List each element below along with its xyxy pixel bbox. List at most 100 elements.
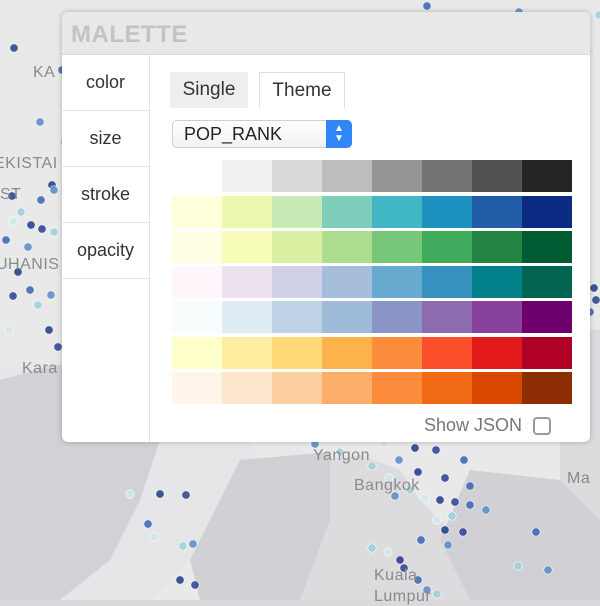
palette-swatch bbox=[372, 337, 422, 369]
palette-swatch bbox=[322, 266, 372, 298]
map-point[interactable] bbox=[465, 500, 475, 510]
map-point[interactable] bbox=[23, 242, 33, 252]
nav-item-stroke[interactable]: stroke bbox=[62, 167, 149, 223]
map-point[interactable] bbox=[335, 447, 345, 457]
palette-swatch bbox=[222, 231, 272, 263]
map-point[interactable] bbox=[190, 580, 200, 590]
map-point[interactable] bbox=[431, 445, 441, 455]
map-point[interactable] bbox=[594, 10, 600, 20]
map-point[interactable] bbox=[49, 185, 59, 195]
palette-row[interactable] bbox=[172, 196, 572, 228]
map-point[interactable] bbox=[4, 325, 14, 335]
palette-swatch bbox=[522, 301, 572, 333]
map-point[interactable] bbox=[440, 473, 450, 483]
tab-single[interactable]: Single bbox=[170, 72, 248, 108]
tab-theme[interactable]: Theme bbox=[259, 72, 345, 108]
map-point[interactable] bbox=[7, 191, 17, 201]
palette-row[interactable] bbox=[172, 337, 572, 369]
nav-item-opacity[interactable]: opacity bbox=[62, 223, 149, 279]
map-point[interactable] bbox=[3, 261, 13, 271]
map-point[interactable] bbox=[432, 589, 442, 599]
show-json-toggle[interactable]: Show JSON bbox=[424, 415, 552, 436]
map-point[interactable] bbox=[149, 532, 159, 542]
nav-item-color[interactable]: color bbox=[62, 55, 149, 111]
map-point[interactable] bbox=[383, 547, 393, 557]
map-point[interactable] bbox=[188, 539, 198, 549]
map-point[interactable] bbox=[44, 325, 54, 335]
map-point[interactable] bbox=[53, 342, 63, 352]
map-point[interactable] bbox=[178, 541, 188, 551]
map-point[interactable] bbox=[543, 565, 553, 575]
palette-swatch bbox=[422, 231, 472, 263]
map-label-ekistai: EKISTAI bbox=[0, 155, 58, 172]
map-point[interactable] bbox=[1, 235, 11, 245]
show-json-checkbox[interactable] bbox=[533, 416, 552, 435]
map-point[interactable] bbox=[422, 1, 432, 11]
map-point[interactable] bbox=[175, 575, 185, 585]
map-point[interactable] bbox=[367, 461, 377, 471]
map-point[interactable] bbox=[9, 43, 19, 53]
palette-swatch bbox=[272, 196, 322, 228]
map-point[interactable] bbox=[36, 195, 46, 205]
map-point[interactable] bbox=[416, 535, 426, 545]
map-point[interactable] bbox=[405, 485, 415, 495]
palette-row[interactable] bbox=[172, 266, 572, 298]
map-point[interactable] bbox=[384, 473, 394, 483]
palette-row[interactable] bbox=[172, 231, 572, 263]
palette-swatch bbox=[272, 372, 322, 404]
map-point[interactable] bbox=[435, 495, 445, 505]
map-point[interactable] bbox=[413, 467, 423, 477]
map-point[interactable] bbox=[440, 525, 450, 535]
map-point[interactable] bbox=[16, 207, 26, 217]
select-arrows-icon[interactable]: ▲ ▼ bbox=[326, 120, 352, 148]
palette-swatch bbox=[322, 231, 372, 263]
map-point[interactable] bbox=[459, 455, 469, 465]
map-point[interactable] bbox=[143, 519, 153, 529]
map-point[interactable] bbox=[591, 295, 600, 305]
map-label-uhanis: UHANIS bbox=[0, 256, 60, 273]
map-point[interactable] bbox=[390, 491, 400, 501]
map-point[interactable] bbox=[155, 489, 165, 499]
palette-swatch bbox=[222, 301, 272, 333]
map-point[interactable] bbox=[8, 291, 18, 301]
map-point[interactable] bbox=[450, 497, 460, 507]
map-point[interactable] bbox=[513, 561, 523, 571]
map-point[interactable] bbox=[420, 493, 430, 503]
palette-row[interactable] bbox=[172, 372, 572, 404]
map-point[interactable] bbox=[481, 505, 491, 515]
map-point[interactable] bbox=[13, 267, 23, 277]
palette-row[interactable] bbox=[172, 160, 572, 192]
map-point[interactable] bbox=[465, 481, 475, 491]
map-point[interactable] bbox=[589, 283, 599, 293]
map-point[interactable] bbox=[49, 227, 59, 237]
map-point[interactable] bbox=[410, 443, 420, 453]
map-point[interactable] bbox=[22, 155, 32, 165]
map-point[interactable] bbox=[26, 220, 36, 230]
palette-swatch bbox=[322, 196, 372, 228]
nav-item-size[interactable]: size bbox=[62, 111, 149, 167]
map-point[interactable] bbox=[422, 585, 432, 595]
map-point[interactable] bbox=[181, 490, 191, 500]
map-point[interactable] bbox=[37, 224, 47, 234]
map-point[interactable] bbox=[367, 543, 377, 553]
map-point[interactable] bbox=[531, 527, 541, 537]
map-point[interactable] bbox=[447, 511, 457, 521]
map-point[interactable] bbox=[8, 216, 18, 226]
map-point[interactable] bbox=[432, 515, 442, 525]
map-point[interactable] bbox=[399, 563, 409, 573]
map-point[interactable] bbox=[25, 285, 35, 295]
panel-header[interactable]: MALETTE bbox=[62, 12, 590, 55]
map-point[interactable] bbox=[413, 575, 423, 585]
map-point[interactable] bbox=[443, 540, 453, 550]
map-point[interactable] bbox=[35, 117, 45, 127]
palette-row[interactable] bbox=[172, 301, 572, 333]
palette-swatch bbox=[422, 266, 472, 298]
map-point[interactable] bbox=[46, 290, 56, 300]
map-point[interactable] bbox=[33, 300, 43, 310]
property-select[interactable]: POP_RANK ▲ ▼ bbox=[172, 120, 352, 148]
palette-swatch bbox=[472, 301, 522, 333]
map-point[interactable] bbox=[395, 555, 405, 565]
map-point[interactable] bbox=[125, 489, 135, 499]
map-point[interactable] bbox=[458, 527, 468, 537]
map-point[interactable] bbox=[394, 455, 404, 465]
